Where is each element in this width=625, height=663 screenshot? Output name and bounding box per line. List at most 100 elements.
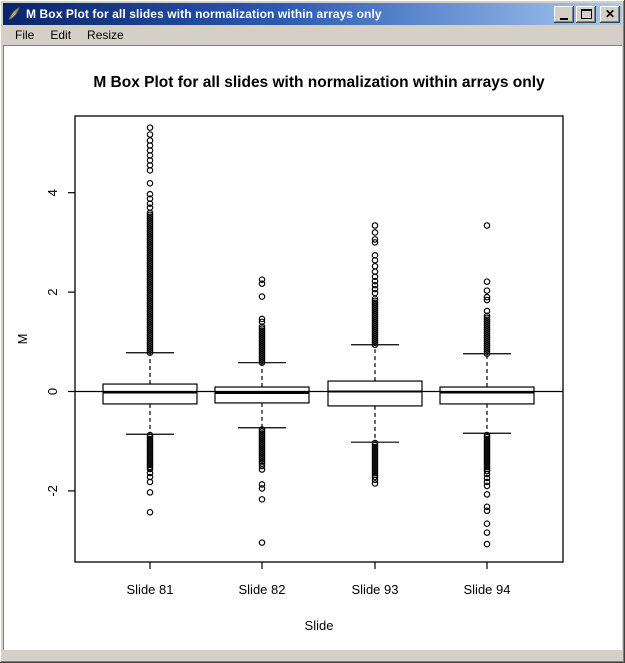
outlier-point [258, 448, 266, 455]
outlier-point [371, 461, 379, 469]
outlier-point [483, 433, 491, 441]
outlier-point [146, 235, 154, 243]
outlier-point [258, 454, 266, 461]
outlier-point [371, 319, 379, 327]
menu-file[interactable]: File [15, 27, 35, 42]
outlier-point [258, 440, 266, 447]
outlier-point [258, 329, 266, 336]
outlier-point [146, 508, 154, 516]
outlier-point [483, 453, 491, 461]
outlier-point [483, 318, 491, 326]
menu-bar: File Edit Resize [3, 25, 622, 45]
outlier-point [258, 444, 266, 451]
outlier-point [146, 465, 154, 473]
outlier-point [483, 307, 491, 315]
outlier-point [258, 432, 266, 439]
outlier-point [146, 215, 154, 223]
box [327, 380, 423, 407]
outlier-point [146, 335, 154, 343]
outlier-point [483, 340, 491, 348]
outlier-point [371, 480, 379, 487]
x-tick-label: Slide 94 [464, 582, 511, 597]
outlier-point [258, 331, 266, 338]
outlier-point [483, 314, 491, 322]
outlier-point [483, 463, 491, 471]
outlier-point [146, 333, 154, 341]
outlier-point [258, 456, 266, 463]
outlier-point [483, 503, 491, 511]
chart-title: M Box Plot for all slides with normaliza… [93, 74, 545, 91]
outlier-point [483, 474, 491, 482]
outlier-point [483, 334, 491, 342]
outlier-point [483, 459, 491, 467]
outlier-point [371, 333, 379, 341]
minimize-button[interactable] [554, 5, 574, 23]
maximize-icon [580, 9, 592, 19]
outlier-point [146, 204, 154, 211]
outlier-point [371, 451, 379, 459]
titlebar-buttons: ✕ [554, 5, 620, 23]
title-bar[interactable]: M Box Plot for all slides with normaliza… [3, 3, 622, 25]
outlier-point [146, 437, 154, 445]
outlier-point [371, 331, 379, 339]
outlier-point [258, 341, 266, 348]
outlier-point [371, 445, 379, 453]
outlier-point [146, 445, 154, 453]
outlier-point [258, 339, 266, 346]
outlier-point [146, 273, 154, 281]
outlier-point [146, 227, 154, 235]
outlier-point [371, 325, 379, 333]
outlier-point [146, 233, 154, 241]
outlier-point [146, 223, 154, 231]
outlier-point [258, 438, 266, 445]
outlier-point [258, 539, 266, 546]
outlier-point [146, 289, 154, 297]
outlier-point [258, 466, 266, 473]
outlier-point [146, 329, 154, 337]
outlier-point [146, 303, 154, 311]
outlier-point [258, 351, 266, 358]
outlier-point [483, 540, 491, 548]
outlier-point [146, 195, 154, 202]
outlier-point [146, 315, 154, 323]
outlier-point [483, 431, 491, 439]
outlier-point [371, 465, 379, 473]
outlier-point [146, 131, 154, 138]
outlier-point [258, 315, 266, 323]
outlier-point [146, 489, 154, 496]
outlier-point [146, 179, 154, 187]
outlier-point [371, 289, 379, 297]
outlier-point [146, 305, 154, 313]
menu-edit[interactable]: Edit [50, 27, 72, 42]
outlier-point [371, 313, 379, 321]
outlier-point [146, 313, 154, 321]
window-title: M Box Plot for all slides with normaliza… [26, 7, 382, 21]
outlier-point [146, 257, 154, 265]
outlier-point [483, 350, 491, 358]
outlier-point [146, 478, 154, 486]
outlier-point [146, 345, 154, 353]
outlier-point [483, 348, 491, 356]
plot-frame [74, 115, 564, 563]
outlier-point [146, 459, 154, 467]
outlier-point [483, 324, 491, 332]
outliers-4 [483, 222, 491, 548]
outlier-point [258, 293, 266, 300]
outlier-point [146, 321, 154, 329]
menu-resize[interactable]: Resize [87, 27, 124, 42]
outlier-point [258, 359, 266, 366]
outlier-point [146, 253, 154, 261]
outlier-point [146, 349, 154, 357]
outlier-point [146, 279, 154, 287]
outlier-point [483, 296, 491, 304]
outlier-point [483, 328, 491, 336]
outlier-point [483, 449, 491, 457]
maximize-button[interactable] [576, 5, 596, 23]
minimize-icon [560, 17, 568, 20]
outlier-point [146, 325, 154, 333]
plot-client-area: M Box Plot for all slides with normaliza… [3, 45, 622, 650]
outlier-point [258, 450, 266, 457]
outlier-point [258, 496, 266, 503]
close-button[interactable]: ✕ [600, 5, 620, 23]
